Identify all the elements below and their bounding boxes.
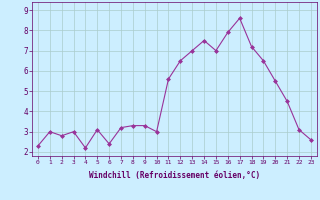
X-axis label: Windchill (Refroidissement éolien,°C): Windchill (Refroidissement éolien,°C) xyxy=(89,171,260,180)
